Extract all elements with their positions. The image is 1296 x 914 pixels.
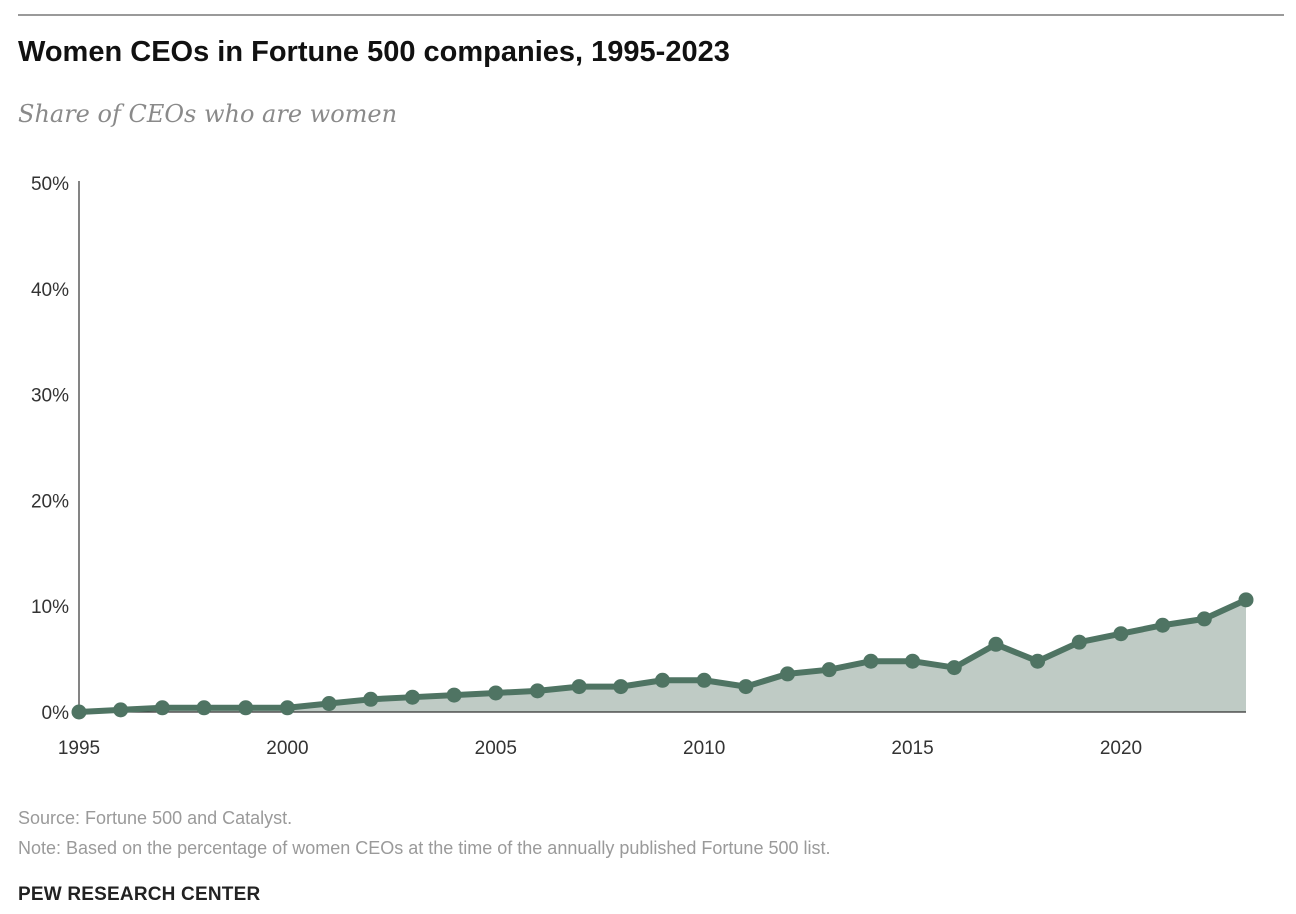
data-point-2019 [1071,634,1087,650]
data-point-2011 [738,679,754,695]
x-tick-label: 2005 [475,738,517,759]
data-point-2015 [905,653,921,669]
data-point-2010 [696,672,712,688]
x-axis-tick-labels: 1995 2000 2005 2010 2015 2020 [58,738,1142,759]
area-chart: 0% 10% 20% 30% 40% 50% 1995 2000 2005 2010 2015 20… [31,174,1254,759]
data-point-2003 [404,689,420,705]
data-point-1997 [154,700,170,716]
top-rule [18,14,1284,16]
y-tick-label: 50% [31,174,69,195]
credit-text: PEW RESEARCH CENTER [18,884,261,905]
y-tick-label: 10% [31,597,69,618]
data-point-2002 [363,691,379,707]
data-point-1998 [196,700,212,716]
data-point-2013 [821,662,837,678]
data-point-2020 [1113,626,1129,642]
data-point-2021 [1155,617,1171,633]
data-point-2018 [1030,653,1046,669]
y-tick-label: 40% [31,280,69,301]
data-point-2006 [529,683,545,699]
data-point-2009 [655,672,670,688]
x-tick-label: 2015 [891,738,933,759]
note-text: Note: Based on the percentage of women C… [18,838,831,858]
x-tick-label: 2000 [266,738,308,759]
y-axis-tick-labels: 0% 10% 20% 30% 40% 50% [31,174,69,724]
data-point-2017 [988,636,1004,652]
data-point-2014 [863,653,879,669]
plot-area [71,181,1254,720]
data-point-2004 [446,687,462,703]
data-point-2012 [780,666,796,682]
x-tick-label: 2020 [1100,738,1142,759]
data-point-1995 [71,704,87,720]
data-point-2023 [1238,592,1254,608]
data-point-1996 [113,702,129,718]
data-point-2008 [613,679,629,695]
data-point-2016 [946,660,962,676]
x-tick-label: 2010 [683,738,725,759]
data-point-1999 [238,700,254,716]
data-point-2007 [571,679,587,695]
chart-title: Women CEOs in Fortune 500 companies, 199… [18,36,730,68]
data-point-2005 [488,685,504,701]
chart-subtitle: Share of CEOs who are women [18,100,398,128]
data-point-2001 [321,696,337,712]
x-tick-label: 1995 [58,738,100,759]
y-tick-label: 0% [42,703,70,724]
y-tick-label: 20% [31,491,69,512]
data-point-2000 [279,700,295,716]
source-text: Source: Fortune 500 and Catalyst. [18,808,293,828]
series-area [79,599,1246,712]
y-tick-label: 30% [31,386,69,407]
data-point-2022 [1196,611,1212,627]
